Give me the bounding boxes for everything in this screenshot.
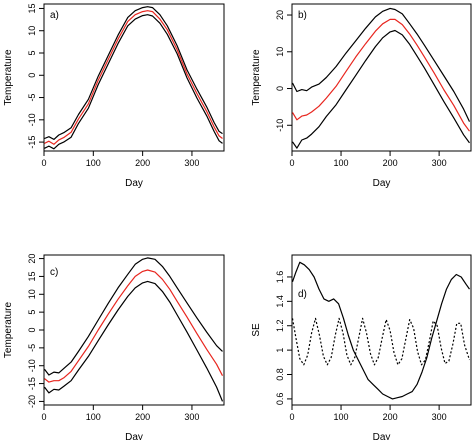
- y-tick-label: 0: [275, 86, 285, 91]
- y-tick-label: -10: [275, 119, 285, 132]
- y-tick-label: -5: [27, 94, 37, 102]
- x-tick-label: 100: [86, 158, 101, 168]
- panel-2: 0 100 200 300 -10 0 10 20 Day Temperature b): [251, 3, 472, 189]
- panel-label: b): [298, 10, 307, 21]
- panel-label: c): [50, 267, 58, 278]
- x-tick-label: 100: [334, 412, 349, 422]
- y-tick-label: -10: [27, 359, 37, 372]
- y-axis-label: Temperature: [251, 49, 262, 106]
- series-line-3: [292, 29, 470, 149]
- series-line-2: [291, 18, 470, 132]
- series-line-2: [44, 269, 224, 383]
- y-tick-label: 15: [27, 3, 37, 13]
- y-tick-label: -5: [27, 344, 37, 352]
- y-tick-label: 20: [275, 10, 285, 20]
- series-line-1: [44, 257, 223, 376]
- y-tick-label: 10: [27, 289, 37, 299]
- series-line-1: [44, 6, 223, 140]
- y-tick-label: 10: [275, 47, 285, 57]
- y-tick-label: 1.4: [275, 295, 285, 308]
- x-tick-label: 200: [135, 158, 150, 168]
- y-tick-label: 0.6: [275, 393, 285, 406]
- y-tick-label: 5: [27, 50, 37, 55]
- series-line-3: [44, 10, 223, 145]
- y-tick-label: 1.6: [275, 271, 285, 284]
- panel-3: 0 100 200 300 -20 -15 -10 -5 0 5 10 15 20 Day Temperat…: [3, 254, 225, 440]
- y-tick-label: 5: [27, 310, 37, 315]
- x-axis-label: Day: [373, 178, 391, 189]
- panel-label: d): [298, 289, 307, 300]
- y-tick-label: 1.2: [275, 319, 285, 332]
- x-tick-label: 0: [289, 158, 294, 168]
- x-tick-label: 300: [432, 158, 447, 168]
- series-line-1: [291, 261, 470, 400]
- x-axis-label: Day: [373, 432, 391, 440]
- y-axis-label: SE: [251, 323, 262, 337]
- x-tick-label: 100: [334, 158, 349, 168]
- x-axis-label: Day: [125, 178, 143, 189]
- plot-frame: [291, 3, 472, 152]
- series-line-2: [291, 317, 471, 366]
- panel-label: a): [50, 10, 59, 21]
- y-tick-label: 0: [27, 73, 37, 78]
- x-tick-label: 0: [41, 158, 46, 168]
- x-axis-label: Day: [125, 432, 143, 440]
- y-tick-label: 15: [27, 271, 37, 281]
- y-axis-label: Temperature: [3, 301, 14, 358]
- x-tick-label: 100: [86, 412, 101, 422]
- y-tick-label: -15: [27, 377, 37, 390]
- panel-1: 0 100 200 300 -15 -10 -5 0 5 10 15 Day Temperature a): [3, 3, 225, 189]
- series-line-3: [44, 280, 224, 402]
- y-tick-label: 0.8: [275, 368, 285, 381]
- panel-4: 0 100 200 300 0.6 0.8 1 1.2 1.4 1.6 Day SE d): [251, 254, 472, 440]
- series-line-2: [44, 14, 223, 150]
- series-line-1: [291, 7, 471, 122]
- x-tick-label: 0: [41, 412, 46, 422]
- x-tick-label: 200: [383, 158, 398, 168]
- y-tick-label: -20: [27, 395, 37, 408]
- x-tick-label: 200: [135, 412, 150, 422]
- x-tick-label: 300: [432, 412, 447, 422]
- x-tick-label: 200: [383, 412, 398, 422]
- y-tick-label: 0: [27, 327, 37, 332]
- y-axis-label: Temperature: [3, 49, 14, 106]
- x-tick-label: 300: [184, 412, 199, 422]
- y-tick-label: 20: [27, 254, 37, 264]
- y-tick-label: -10: [27, 113, 37, 126]
- y-tick-label: 10: [27, 26, 37, 36]
- plot-frame: [291, 254, 472, 406]
- plot-frame: [43, 3, 225, 152]
- y-tick-label: 1: [275, 348, 285, 353]
- y-tick-label: -15: [27, 136, 37, 149]
- x-tick-label: 300: [184, 158, 199, 168]
- x-tick-label: 0: [289, 412, 294, 422]
